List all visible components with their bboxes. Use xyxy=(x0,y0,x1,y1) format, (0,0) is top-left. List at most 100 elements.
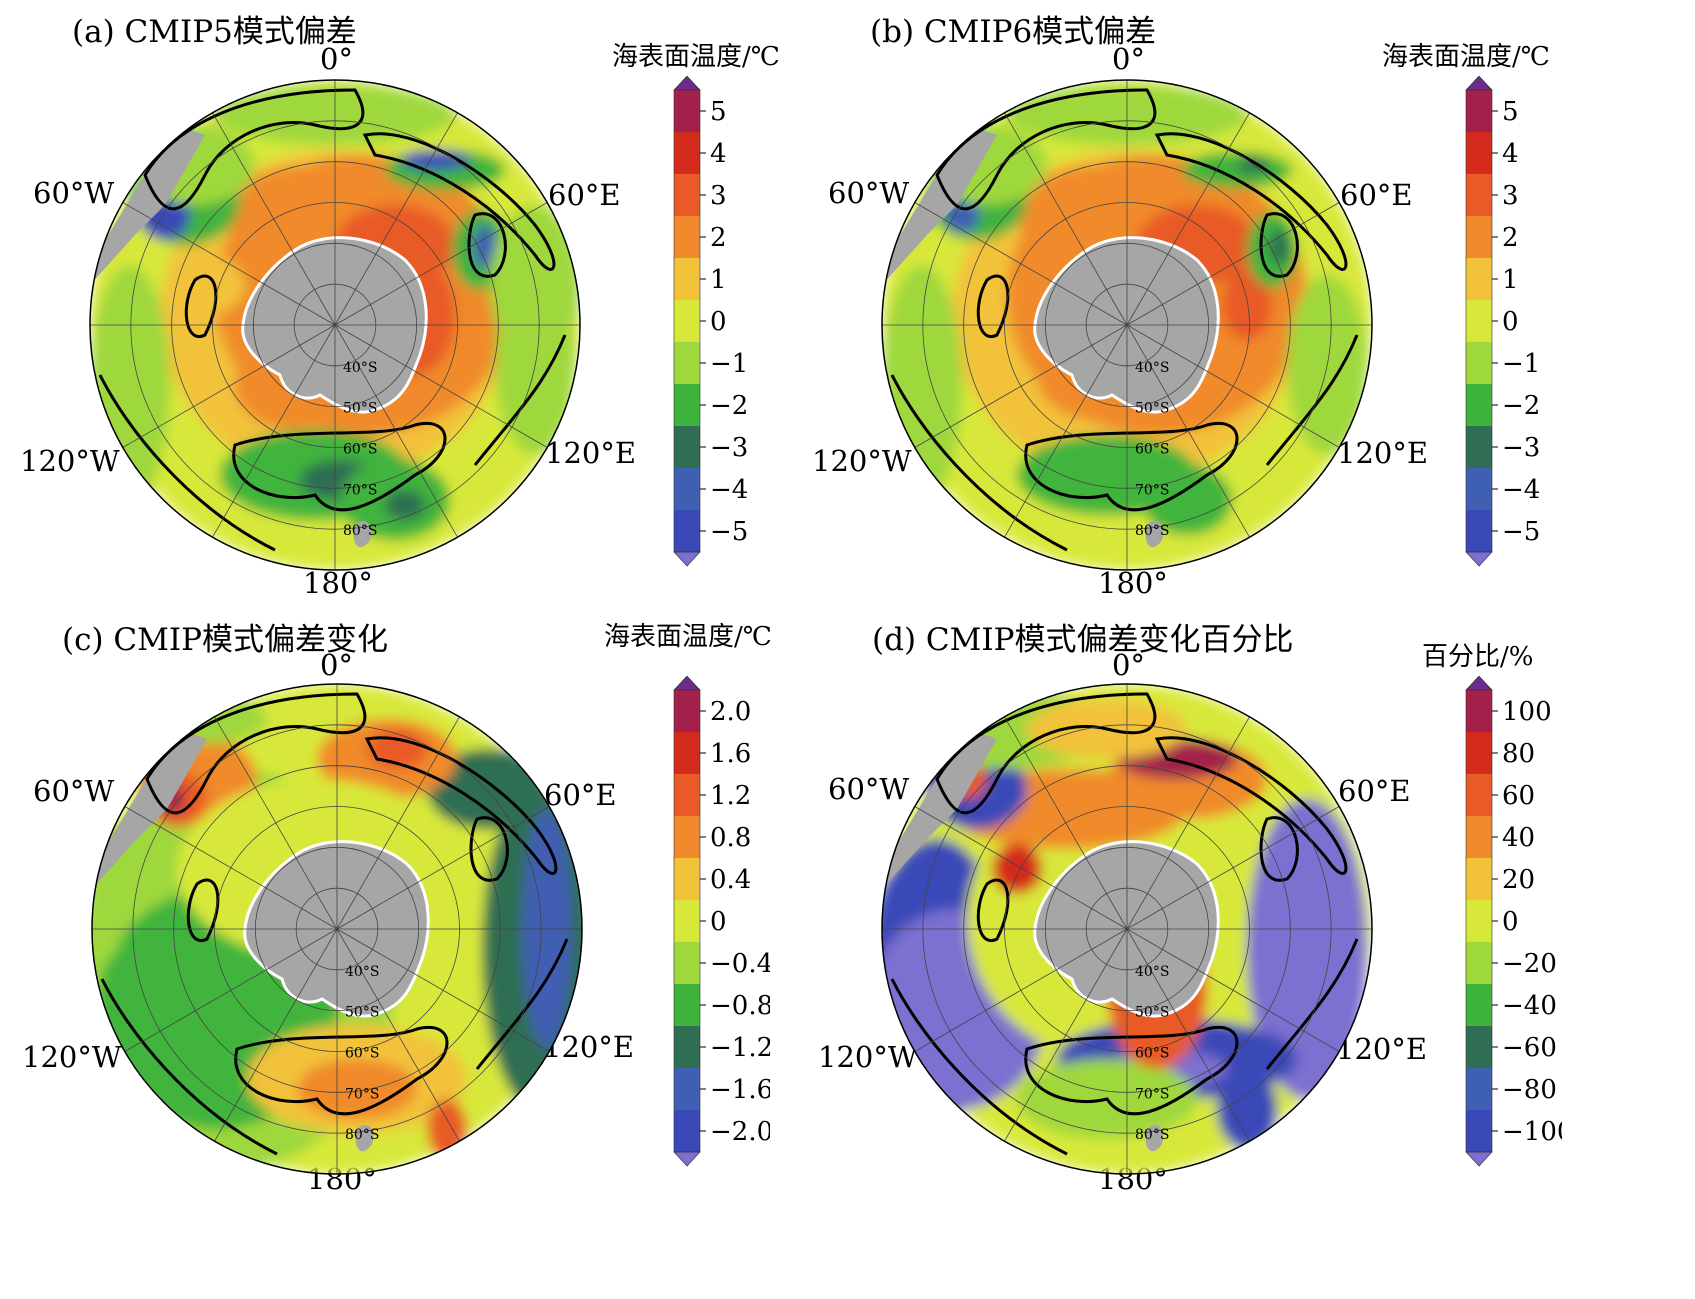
colorbar-segment xyxy=(1466,774,1492,817)
graticule xyxy=(92,684,582,1174)
colorbar-tick-label: −2 xyxy=(1502,391,1540,421)
map-border xyxy=(89,79,581,571)
colorbar-segment xyxy=(674,342,700,385)
map-border xyxy=(881,683,1373,1175)
colorbar-tick-label: 1.6 xyxy=(710,739,751,769)
contour-line xyxy=(184,274,218,339)
colorbar-tick-label: −1 xyxy=(1502,349,1540,379)
colorbar-tick-label: −2 xyxy=(710,391,748,421)
colorbar-segment xyxy=(674,942,700,985)
field-patch xyxy=(1297,819,1357,999)
lon-line xyxy=(914,202,1128,326)
field-patch xyxy=(992,844,1042,894)
lon-line xyxy=(336,928,460,1142)
colorbar-segment xyxy=(1466,426,1492,469)
field-patch xyxy=(882,265,962,505)
field-patch xyxy=(1222,270,1272,340)
lon-line xyxy=(1126,324,1340,448)
lon-label-60e: 60°E xyxy=(1340,178,1413,212)
colorbar: 5 4 3 2 1 0 −1 −2 −3 −4 −5 xyxy=(673,76,748,567)
lon-line xyxy=(334,202,548,326)
lon-label-120w: 120°W xyxy=(812,444,912,478)
field-patch xyxy=(1237,157,1267,173)
colorbar-tick-label: −1.6 xyxy=(710,1075,770,1105)
map-border xyxy=(91,683,583,1175)
colorbar-tick-label: −5 xyxy=(710,517,748,547)
colorbar-segment xyxy=(674,510,700,553)
contour-line xyxy=(1024,1026,1239,1116)
colorbar-segment xyxy=(1466,1068,1492,1111)
zero-contours xyxy=(100,692,569,1156)
colorbar-tip-top xyxy=(1465,676,1493,691)
colorbar-tick-label: 2 xyxy=(710,223,727,253)
lon-line xyxy=(1004,928,1128,1142)
lon-line xyxy=(334,324,548,448)
colorbar-segment xyxy=(1466,384,1492,427)
colorbar-segment xyxy=(674,90,700,133)
colorbar-tick-label: 2 xyxy=(1502,223,1519,253)
contour-line xyxy=(1154,736,1348,875)
zero-contours xyxy=(890,88,1359,552)
colorbar-tick-label: −5 xyxy=(1502,517,1540,547)
lat-label: 60°S xyxy=(343,442,377,458)
contour-line xyxy=(890,334,1359,552)
contour-line xyxy=(362,132,556,271)
colorbar-title: 海表面温度/℃ xyxy=(1382,42,1550,72)
colorbar-tick-label: 0 xyxy=(710,307,727,337)
data-field xyxy=(92,684,582,1174)
lon-line xyxy=(914,928,1128,1052)
lon-label-180: 180° xyxy=(1098,566,1168,600)
colorbar-tick-label: −0.8 xyxy=(710,991,770,1021)
lon-line xyxy=(214,928,338,1142)
colorbar-tick-label: 0 xyxy=(1502,907,1519,937)
colorbar-tick-label: 5 xyxy=(710,97,727,127)
colorbar-segment xyxy=(674,690,700,733)
colorbar-segment xyxy=(674,816,700,859)
contour-line xyxy=(364,736,558,875)
colorbar-tick-label: −3 xyxy=(710,433,748,463)
colorbar-segment xyxy=(1466,984,1492,1027)
contour-line xyxy=(234,1026,449,1116)
colorbar-segment xyxy=(1466,174,1492,217)
lon-line xyxy=(334,112,458,326)
contour-line xyxy=(1259,816,1299,882)
lon-line xyxy=(914,324,1128,448)
colorbar-segment xyxy=(674,384,700,427)
colorbar-segment xyxy=(1466,942,1492,985)
lon-line xyxy=(334,324,458,538)
continent xyxy=(882,729,997,889)
colorbar-tick-label: −1.2 xyxy=(710,1033,770,1063)
panel-title: (b) CMIP6模式偏差 xyxy=(870,14,1157,50)
colorbar-segment xyxy=(674,216,700,259)
graticule xyxy=(882,684,1372,1174)
panel-title: (a) CMIP5模式偏差 xyxy=(72,14,357,50)
colorbar-title: 海表面温度/℃ xyxy=(612,42,780,72)
colorbar-tick-label: 3 xyxy=(1502,181,1519,211)
lon-line xyxy=(1004,112,1128,326)
colorbar-segment xyxy=(1466,1110,1492,1153)
field-patch xyxy=(473,225,497,269)
contour-line xyxy=(98,334,567,552)
contour-line xyxy=(976,878,1010,943)
lon-line xyxy=(212,324,336,538)
lon-line xyxy=(124,806,338,930)
data-field xyxy=(882,80,1372,570)
colorbar-tick-label: −40 xyxy=(1502,991,1557,1021)
colorbar-segment xyxy=(1466,300,1492,343)
colorbar-segment xyxy=(1466,732,1492,775)
colorbar-segment xyxy=(674,984,700,1027)
lat-label: 80°S xyxy=(1135,523,1169,539)
colorbar-segment xyxy=(1466,468,1492,511)
lon-label-120e: 120°E xyxy=(1336,1032,1428,1066)
lon-line xyxy=(336,716,460,930)
lon-label-180: 180° xyxy=(303,566,373,600)
lon-label-60e: 60°E xyxy=(544,778,617,812)
continent xyxy=(882,125,997,285)
colorbar-tick-label: −4 xyxy=(710,475,748,505)
lon-line xyxy=(122,202,336,326)
colorbar-segment xyxy=(1466,858,1492,901)
lon-line xyxy=(336,928,550,1052)
colorbar-segment xyxy=(1466,510,1492,553)
colorbar-segment xyxy=(1466,1026,1492,1069)
colorbar-segment xyxy=(1466,900,1492,943)
